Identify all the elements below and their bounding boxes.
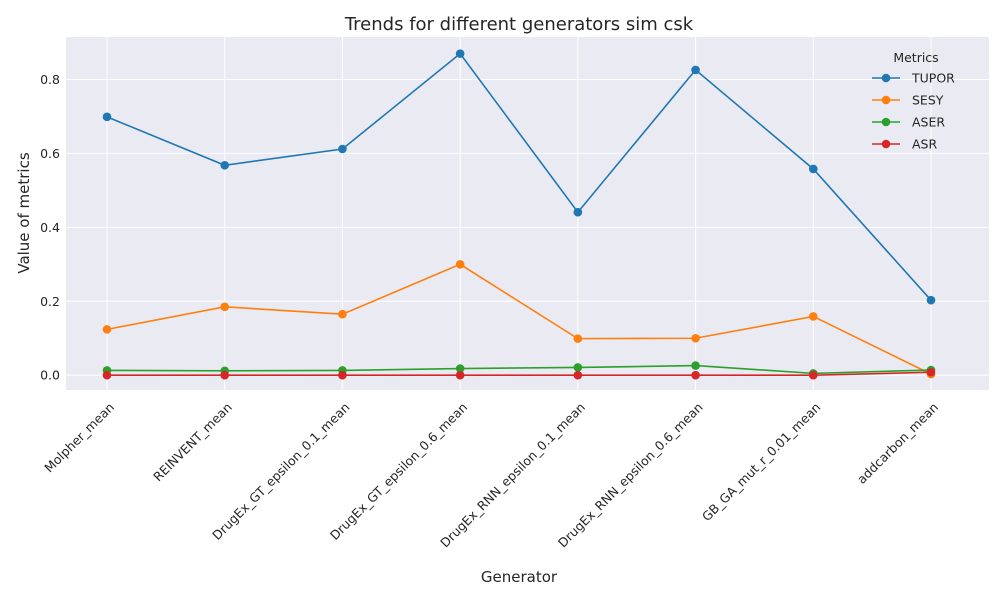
y-tick-label: 0.8 xyxy=(40,72,60,87)
y-tick-label: 0.0 xyxy=(40,368,60,383)
data-point xyxy=(102,112,112,122)
legend-marker xyxy=(881,139,891,149)
y-tick-label: 0.6 xyxy=(40,146,60,161)
data-point xyxy=(102,370,112,380)
series-layer xyxy=(102,49,936,380)
series-line xyxy=(106,52,932,301)
data-point xyxy=(926,367,936,377)
data-point xyxy=(102,325,112,334)
data-point xyxy=(691,65,700,75)
legend: Metrics TUPOR SESY ASER ASR xyxy=(872,50,955,152)
data-point xyxy=(338,309,347,319)
data-point xyxy=(691,370,700,380)
series-tupor xyxy=(102,49,936,305)
legend-title: Metrics xyxy=(893,50,938,65)
x-tick-label: REINVENT_mean xyxy=(150,400,235,485)
data-point xyxy=(338,370,347,380)
legend-label: ASER xyxy=(912,115,945,130)
x-tick-label: DrugEx_GT_epsilon_0.1_mean xyxy=(209,400,352,543)
legend-item-tupor: TUPOR xyxy=(872,71,955,86)
data-point xyxy=(220,370,230,380)
data-point xyxy=(808,164,818,174)
data-point xyxy=(691,333,700,343)
x-tick-label: DrugEx_RNN_epsilon_0.6_mean xyxy=(555,400,706,551)
y-tick-label: 0.2 xyxy=(40,294,60,309)
data-point xyxy=(338,144,347,154)
y-tick-label: 0.4 xyxy=(40,220,60,235)
legend-marker xyxy=(881,117,891,127)
chart-title: Trends for different generators sim csk xyxy=(344,14,694,35)
legend-label: TUPOR xyxy=(911,71,955,86)
x-tick-label: DrugEx_RNN_epsilon_0.1_mean xyxy=(437,400,588,551)
plot-background xyxy=(66,37,989,390)
series-line xyxy=(107,371,932,377)
legend-item-aser: ASER xyxy=(872,115,945,130)
data-point xyxy=(808,370,818,380)
y-axis-label: Value of metrics xyxy=(15,152,33,273)
legend-marker xyxy=(881,73,891,83)
x-tick-label: Molpher_mean xyxy=(41,400,117,476)
x-tick-label: addcarbon_mean xyxy=(854,400,941,487)
grid-lines xyxy=(66,37,989,390)
series-line xyxy=(106,263,932,375)
data-point xyxy=(573,363,583,372)
data-point xyxy=(455,370,465,380)
legend-marker xyxy=(881,95,891,105)
data-point xyxy=(573,207,583,217)
x-tick-label: DrugEx_GT_epsilon_0.6_mean xyxy=(327,400,470,543)
data-point xyxy=(455,260,465,269)
data-point xyxy=(455,364,465,373)
data-point xyxy=(808,312,818,321)
legend-item-asr: ASR xyxy=(872,137,937,152)
x-tick-label: GB_GA_mut_r_0.01_mean xyxy=(699,400,824,525)
data-point xyxy=(691,361,700,370)
data-point xyxy=(926,295,936,305)
series-asr xyxy=(102,367,936,380)
data-point xyxy=(573,370,583,380)
data-point xyxy=(455,49,465,58)
data-point xyxy=(573,334,583,343)
legend-label: ASR xyxy=(912,137,937,152)
legend-item-sesy: SESY xyxy=(872,93,944,108)
series-line xyxy=(106,364,932,375)
data-point xyxy=(220,302,230,312)
legend-label: SESY xyxy=(912,93,944,108)
x-axis-label: Generator xyxy=(481,568,558,586)
data-point xyxy=(220,160,230,170)
